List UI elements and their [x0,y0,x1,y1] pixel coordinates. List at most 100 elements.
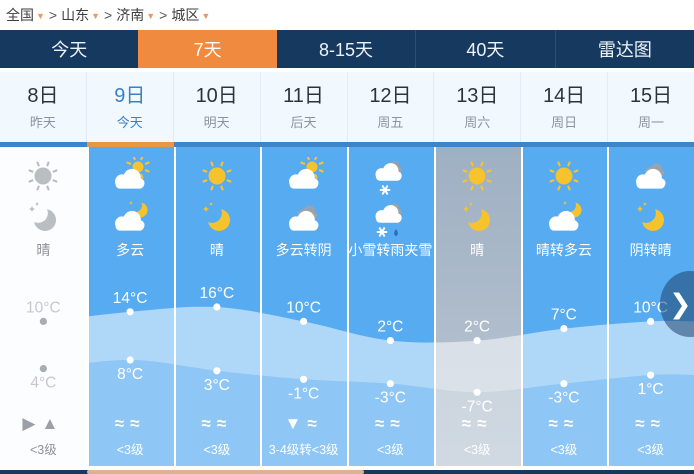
sleet-cloud-icon [375,203,403,237]
overcast-cloud-icon [635,163,666,189]
tab-gap [0,68,694,72]
tab-label: 雷达图 [597,40,652,60]
date-header-10日[interactable]: 10日明天 [174,72,261,142]
breeze-wave-icon: ≈ [216,414,233,433]
cloud-sun-icon [288,155,324,189]
date-header-9日[interactable]: 9日 今天 [87,72,174,142]
wind-level: 3-4级转<3级 [268,443,339,457]
day-sublabel: 周日 [551,114,578,130]
date-label: 14日 [543,84,586,107]
wind-icons: ▶▲ [0,414,87,434]
tab-label: 40天 [466,40,505,60]
wind-direction-up-icon: ▲ [41,414,65,433]
date-header-8日[interactable]: 8日 昨天 [0,72,87,142]
wind-direction-right-icon: ▶ [22,414,42,433]
active-day-underline [86,142,174,147]
cloud-moon-icon [115,201,148,231]
wind-direction-down-icon: ▼ [284,414,308,433]
day-sublabel: 周六 [464,114,491,130]
wind-icons: ≈≈ [607,414,694,434]
forecast-column-14日[interactable]: 晴转多云 ≈≈ <3级 [521,147,608,466]
column-background-9日 [86,147,174,466]
breeze-wave-icon: ≈ [201,414,217,433]
date-header-12日[interactable]: 12日 周五 [348,72,435,142]
tab-40天[interactable]: 40天 [415,30,554,68]
day-weather-icon-slot [542,157,586,202]
cloud-sun-icon [115,155,150,189]
weather-description: 晴 [470,242,485,258]
weather-description: 晴 [209,242,224,258]
breadcrumb-separator: > [104,7,113,23]
forecast-column-9日[interactable]: 多云 ≈≈ <3级 [87,147,174,466]
day-weather-icon-slot [108,155,152,202]
scrollbar-track[interactable] [0,470,694,474]
breeze-wave-icon: ≈ [477,414,493,433]
date-label: 11日 [283,84,324,107]
wind-level: <3级 [376,443,404,457]
forecast-column-12日[interactable]: 小雪转雨夹雪 ≈≈ <3级 [347,147,434,466]
column-background-11日 [260,147,347,466]
weather-description: 多云 [116,242,145,258]
tab-7天[interactable]: 7天 [138,30,277,68]
day-sublabel: 后天 [290,114,317,130]
forecast-column-10日[interactable]: 晴 ≈≈ <3级 [174,147,261,466]
wind-icons: ≈≈ [87,414,174,434]
breeze-wave-icon: ≈ [130,414,146,433]
breeze-wave-icon: ≈ [461,414,478,433]
weather-description: 晴转多云 [535,242,592,258]
tab-今天[interactable]: 今天 [0,30,138,68]
wind-icons: ▼≈ [260,414,347,434]
sun-gray-icon [28,161,58,191]
breadcrumb-item-4[interactable]: 城区 ▼ [171,5,212,25]
date-header-14日[interactable]: 14日周日 [521,72,609,142]
day-weather-icon-slot [629,157,673,202]
wind-level: <3级 [203,443,231,457]
scrollbar-thumb[interactable] [86,470,365,474]
breadcrumb-label: 全国 [6,7,34,23]
night-weather-icon-slot [282,199,326,244]
chevron-right-icon: ❯ [669,288,692,320]
chevron-down-icon[interactable]: ▼ [146,11,156,21]
header-underline [0,142,694,147]
sun-icon [202,161,232,191]
forecast-column-8日[interactable]: 晴 ▶▲ <3级 [0,147,87,466]
weather-description: 多云转阴 [275,242,332,258]
tab-label: 7天 [193,40,222,60]
forecast-column-13日[interactable]: 晴 ≈≈ <3级 [434,147,521,466]
wind-level: <3级 [550,443,578,457]
tab-雷达图[interactable]: 雷达图 [554,30,694,68]
chevron-down-icon[interactable]: ▼ [91,11,101,21]
wind-level: <3级 [637,443,664,457]
wind-icons: ≈≈ [521,414,608,434]
date-label: 15日 [629,84,673,107]
breeze-wave-icon: ≈ [390,414,406,433]
date-label: 8日 [27,84,59,107]
wind-level: <3级 [29,443,57,457]
day-sublabel: 明天 [203,114,230,130]
breadcrumb-item-3[interactable]: 济南 ▼ [116,5,157,25]
forecast-column-15日[interactable]: 阴转晴 ≈≈ <3级 [607,147,694,466]
wind-level: <3级 [463,443,491,457]
night-weather-icon-slot [108,199,152,244]
breeze-wave-icon: ≈ [650,414,666,433]
date-header-row: 8日 昨天 9日 今天 10日 明天 11日 后天 12日 周五 13日 周六 14日 周日 15日 周一 [0,72,694,142]
tab-8-15天[interactable]: 8-15天 [277,30,415,68]
tab-label: 今天 [51,40,88,60]
chevron-down-icon[interactable]: ▼ [201,11,211,21]
chevron-down-icon[interactable]: ▼ [36,11,45,21]
date-header-13日[interactable]: 13日 周六 [434,72,522,142]
date-label: 12日 [369,84,412,107]
overcast-cloud-icon [288,205,319,231]
breadcrumb-item-2[interactable]: 山东 ▼ [61,5,102,25]
date-header-15日[interactable]: 15日 周一 [608,72,694,142]
moon-icon [202,202,230,231]
forecast-column-11日[interactable]: 多云转阴 ▼≈ 3-4级转<3级 [260,147,347,466]
breadcrumb: 全国 ▼ > 山东 ▼ > 济南 ▼ > 城区 ▼ [0,0,694,30]
breeze-wave-icon: ≈ [307,414,323,433]
date-label: 10日 [195,84,238,107]
date-header-11日[interactable]: 11日后天 [261,72,348,142]
breadcrumb-item-1[interactable]: 全国 ▼ [6,5,47,25]
breadcrumb-separator: > [159,7,168,23]
breeze-wave-icon: ≈ [635,414,651,433]
forecast-panel: 10°C 4°C 14°C 8°C 16°C 3°C 10°C -1°C 2°C -3°C 2°C -… [0,147,694,466]
